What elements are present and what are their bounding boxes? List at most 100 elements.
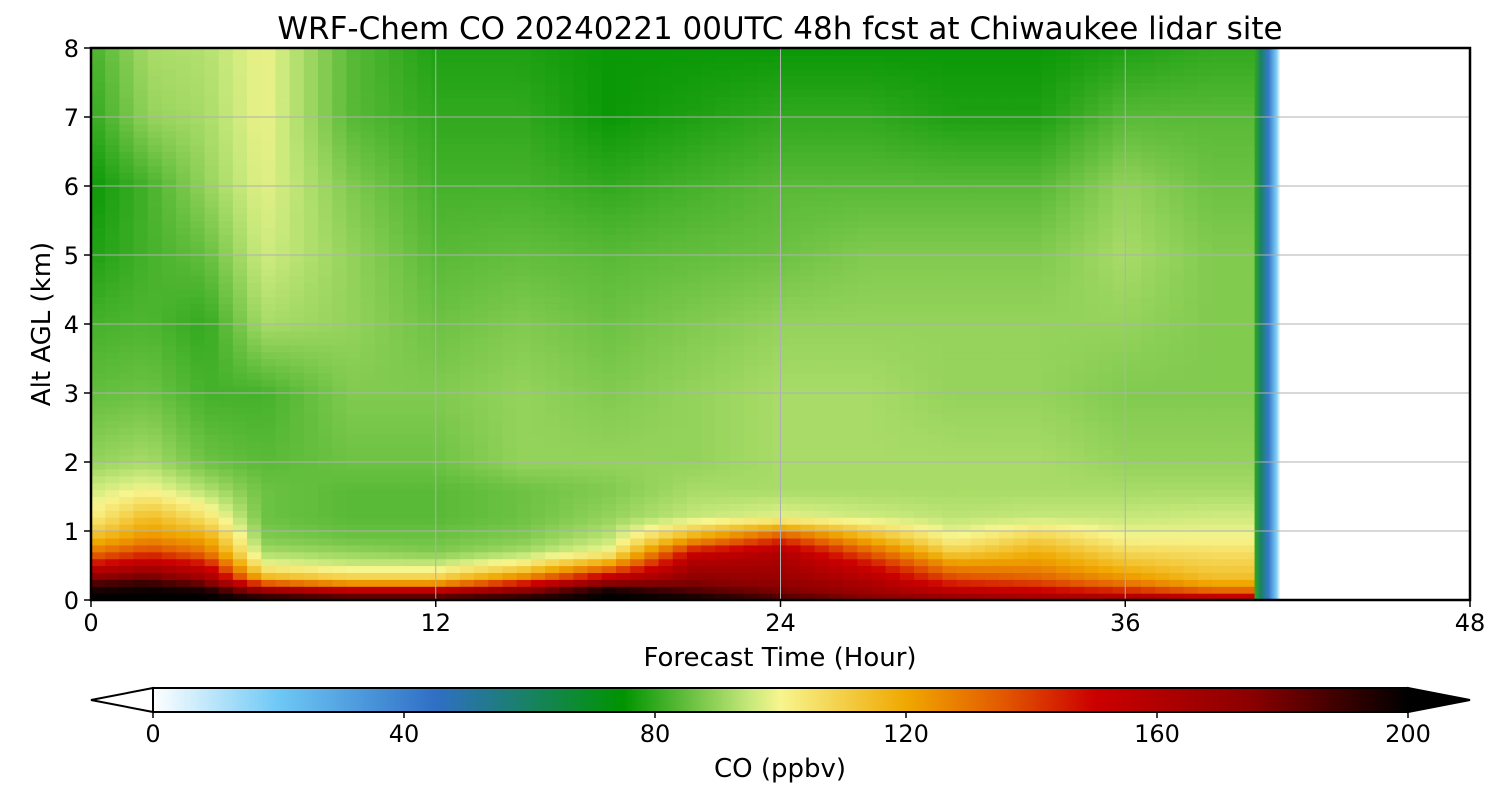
field-cell [956,475,972,484]
field-cell [332,68,348,77]
field-cell [885,130,901,139]
field-cell [445,462,461,470]
field-cell [374,151,390,159]
field-cell [176,406,191,415]
field-cell [275,434,291,442]
field-cell [686,61,702,70]
field-cell [218,524,234,532]
field-cell [318,517,333,525]
field-cell [913,123,929,132]
field-cell [232,110,248,118]
field-cell [218,496,234,504]
field-cell [715,158,731,166]
field-cell [346,413,362,422]
field-cell [374,524,390,532]
field-cell [275,227,291,235]
field-cell [701,117,716,125]
field-cell [587,282,603,291]
field-cell [573,372,589,380]
field-cell [459,137,475,146]
field-cell [417,482,433,491]
field-cell [686,227,702,235]
field-cell [374,68,390,77]
field-cell [502,289,518,297]
field-cell [828,572,844,580]
field-cell [218,482,234,491]
field-cell [559,192,575,201]
field-cell [133,165,149,173]
field-cell [119,365,135,373]
field-cell [616,330,631,339]
field-cell [247,61,262,70]
field-cell [573,310,589,318]
field-cell [630,351,645,360]
field-cell [601,496,617,504]
field-cell [275,399,291,408]
field-cell [814,399,830,408]
field-cell [289,434,305,442]
field-cell [275,158,291,166]
field-cell [658,427,674,435]
field-cell [218,130,234,139]
field-cell [318,358,333,366]
field-cell [587,123,603,132]
field-cell [147,393,163,401]
field-cell [928,420,943,429]
field-cell [261,406,277,415]
field-cell [417,503,433,511]
field-cell [970,420,986,429]
field-cell [644,172,660,180]
field-cell [488,192,504,201]
field-cell [275,544,291,553]
field-cell [133,344,149,353]
field-cell [176,82,191,90]
field-cell [885,75,901,84]
field-cell [573,158,589,166]
field-cell [885,268,901,277]
field-cell [913,448,929,456]
field-cell [204,199,220,208]
field-cell [303,551,319,560]
field-cell [701,54,716,63]
field-cell [445,75,461,84]
field-cell [360,586,376,594]
field-cell [928,172,943,180]
field-cell [431,337,447,346]
field-cell [530,261,546,270]
field-cell [686,137,702,146]
field-cell [516,482,532,491]
field-cell [701,393,716,401]
field-cell [176,310,191,318]
field-cell [942,165,958,173]
field-cell [161,172,177,180]
field-cell [431,572,447,580]
field-cell [488,227,504,235]
field-cell [346,572,362,580]
field-cell [530,123,546,132]
field-cell [388,324,404,332]
field-cell [857,544,873,553]
field-cell [105,537,120,546]
field-cell [630,241,645,249]
field-cell [133,227,149,235]
field-cell [459,551,475,560]
field-cell [176,579,191,587]
field-cell [630,75,645,84]
field-cell [913,330,929,339]
field-cell [360,324,376,332]
field-cell [530,579,546,587]
field-cell [232,317,248,325]
field-cell [715,379,731,387]
field-cell [800,186,816,194]
field-cell [133,68,149,77]
field-cell [928,337,943,346]
field-cell [871,275,887,284]
field-cell [857,524,873,532]
field-cell [828,593,844,600]
field-cell [431,489,447,498]
field-cell [885,565,901,573]
field-cell [190,268,206,277]
field-cell [644,524,660,532]
field-cell [431,379,447,387]
field-cell [828,255,844,263]
